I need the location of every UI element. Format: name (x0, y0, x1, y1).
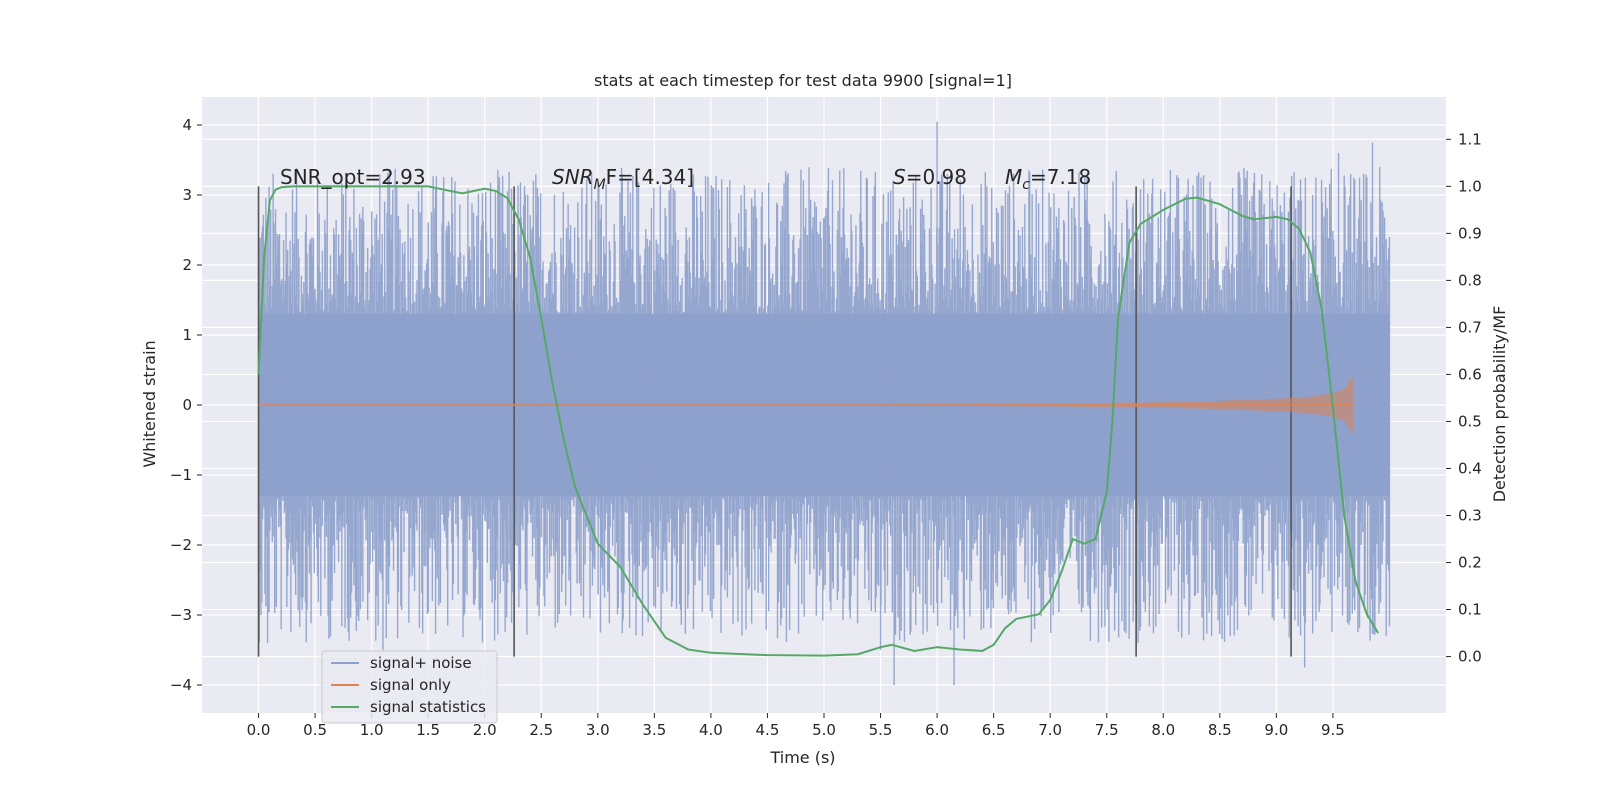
statistics-line (257, 185, 1380, 657)
legend-noise-label: signal+ noise (370, 654, 472, 672)
annotation-mc-value: =7.18 (1030, 165, 1091, 189)
x-tick-label: 7.0 (1038, 721, 1062, 739)
x-tick-label: 5.5 (869, 721, 893, 739)
x-tick-label: 4.0 (699, 721, 723, 739)
x-tick-label: 7.5 (1095, 721, 1119, 739)
y2-tick-label: 1.0 (1458, 177, 1482, 195)
y2-tick-label: 0.2 (1458, 554, 1482, 572)
x-tick-label: 9.0 (1264, 721, 1288, 739)
x-tick-label: 4.5 (756, 721, 780, 739)
y2-tick-label: 0.4 (1458, 459, 1482, 477)
y-tick-label: −3 (170, 606, 192, 624)
y-tick-label: 1 (182, 326, 192, 344)
annotation-mc-subscript: c (1022, 177, 1030, 193)
y-tick-label: 0 (182, 396, 192, 414)
x-tick-label: 3.5 (642, 721, 666, 739)
x-axis-label: Time (s) (769, 748, 835, 767)
annotation-snr-mf: SNRMF=[4.34] (552, 165, 694, 193)
annotation-s-value: =0.98 (906, 165, 967, 189)
y2-tick-label: 0.1 (1458, 601, 1482, 619)
annotation-snr-opt: SNR_opt=2.93 (280, 165, 426, 189)
x-tick-label: 5.0 (812, 721, 836, 739)
vertical-markers (257, 186, 1292, 657)
x-tick-label: 2.0 (473, 721, 497, 739)
x-tick-label: 0.5 (303, 721, 327, 739)
y2-axis-label: Detection probability/MF (1490, 306, 1509, 503)
annotation-mc: Mc=7.18 (1005, 165, 1091, 193)
legend-statistics-label: signal statistics (370, 698, 486, 716)
chart-title: stats at each timestep for test data 990… (594, 71, 1012, 90)
signal-series (258, 375, 1354, 435)
y2-tick-label: 0.0 (1458, 648, 1482, 666)
legend-box (321, 650, 498, 724)
x-tick-label: 8.5 (1208, 721, 1232, 739)
y-ticks: 4 3 2 1 0 −1 −2 −3 −4 (170, 116, 202, 694)
x-tick-label: 0.0 (247, 721, 271, 739)
y-tick-label: −2 (170, 536, 192, 554)
y2-tick-label: 0.7 (1458, 318, 1482, 336)
annotation-mc-symbol: M (1005, 165, 1022, 189)
y-tick-label: 3 (182, 186, 192, 204)
annotation-s: S=0.98 (893, 165, 967, 189)
y-axis-label: Whitened strain (140, 340, 159, 467)
y-tick-label: 2 (182, 256, 192, 274)
y2-tick-label: 1.1 (1458, 130, 1482, 148)
y2-tick-label: 0.5 (1458, 412, 1482, 430)
annotation-snr-mf-main: SNR (552, 165, 594, 189)
y-tick-label: −1 (170, 466, 192, 484)
x-ticks: 0.0 0.5 1.0 1.5 2.0 2.5 3.0 3.5 4.0 4.5 5.0 5.5 6.0 6… (247, 713, 1345, 739)
y2-tick-label: 0.8 (1458, 271, 1482, 289)
annotation-s-symbol: S (893, 165, 906, 189)
x-tick-label: 9.5 (1321, 721, 1345, 739)
y2-ticks: 1.1 1.0 0.9 0.8 0.7 0.6 0.5 0.4 0.3 0.2 0.1 0.0 (1446, 130, 1482, 666)
x-tick-label: 1.5 (416, 721, 440, 739)
legend-signal-label: signal only (370, 676, 451, 694)
x-tick-label: 1.0 (360, 721, 384, 739)
x-tick-label: 8.0 (1151, 721, 1175, 739)
y-tick-label: 4 (182, 116, 192, 134)
x-tick-label: 6.0 (925, 721, 949, 739)
x-tick-label: 2.5 (529, 721, 553, 739)
annotation-snr-mf-subscript: M (594, 177, 606, 193)
y-tick-label: −4 (170, 676, 192, 694)
y2-tick-label: 0.3 (1458, 507, 1482, 525)
legend: signal+ noise signal only signal statist… (321, 650, 498, 724)
x-tick-label: 6.5 (982, 721, 1006, 739)
x-tick-label: 3.0 (586, 721, 610, 739)
y2-tick-label: 0.6 (1458, 365, 1482, 383)
annotation-snr-mf-value: F=[4.34] (606, 165, 694, 189)
y2-tick-label: 0.9 (1458, 224, 1482, 242)
